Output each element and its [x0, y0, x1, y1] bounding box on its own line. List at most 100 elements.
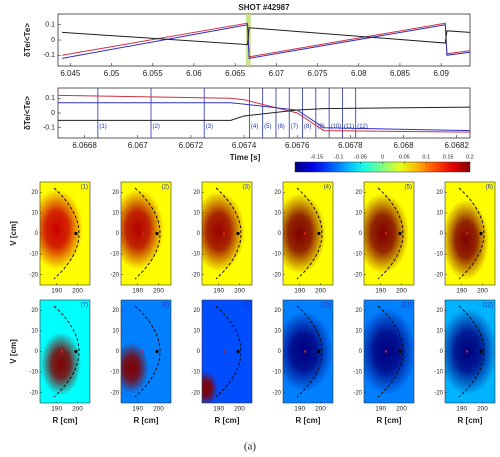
- x-tick-label: 6.045: [60, 69, 81, 78]
- frame-label: (4): [251, 124, 258, 130]
- y-tick-label: -20: [353, 390, 362, 396]
- x-tick-label: 200: [153, 406, 164, 413]
- x-tick-label: 190: [132, 406, 143, 413]
- y-tick-label: 10: [355, 210, 362, 216]
- center-dot: [384, 232, 388, 235]
- x-axis-label: R [cm]: [377, 416, 402, 425]
- colorbar-tick-label: 0.2: [466, 154, 474, 160]
- y-tick-label: 20: [355, 308, 362, 314]
- panel-label: (8): [162, 303, 169, 309]
- center-dot: [303, 232, 307, 235]
- colorbar-tick-label: -0.1: [334, 154, 343, 160]
- y-axis-label: V [cm]: [9, 221, 18, 246]
- frame-label: (5): [264, 124, 271, 130]
- frame-label: (2): [153, 124, 160, 130]
- x-tick-label: 190: [375, 406, 386, 413]
- y-tick-label: -10: [353, 370, 362, 376]
- probe-dot: [479, 231, 483, 236]
- series-line: [57, 94, 471, 133]
- frame-label: (1): [99, 124, 106, 130]
- probe-dot: [479, 349, 483, 354]
- x-tick-label: 6.0678: [338, 141, 363, 150]
- y-tick-label: 20: [274, 308, 281, 314]
- y-tick-label: 0.1: [45, 95, 55, 102]
- x-tick-label: 190: [294, 406, 305, 413]
- y-tick-label: 0: [359, 349, 363, 355]
- y-tick-label: 0: [278, 231, 282, 237]
- x-tick-label: 200: [315, 406, 326, 413]
- x-axis-label: R [cm]: [215, 416, 240, 425]
- y-tick-label: 0: [197, 349, 201, 355]
- x-axis-label: R [cm]: [53, 416, 78, 425]
- y-tick-label: 0: [359, 231, 363, 237]
- x-tick-label: 190: [375, 288, 386, 295]
- panel-label: (11): [402, 303, 412, 309]
- x-tick-label: 200: [315, 288, 326, 295]
- y-tick-label: -0.1: [43, 125, 55, 132]
- y-tick-label: -10: [434, 252, 443, 258]
- y-tick-label: 0: [197, 231, 201, 237]
- series-line: [62, 22, 471, 58]
- x-tick-label: 190: [456, 288, 467, 295]
- x-tick-label: 6.09: [433, 69, 449, 78]
- center-dot: [60, 350, 64, 353]
- y-tick-label: 20: [436, 308, 443, 314]
- y-tick-label: -20: [29, 390, 38, 396]
- y-tick-label: 10: [436, 328, 443, 334]
- y-tick-label: 0: [35, 231, 39, 237]
- x-tick-label: 190: [213, 406, 224, 413]
- colorbar-tick-label: 0.05: [399, 154, 410, 160]
- panel-label: (2): [162, 185, 169, 191]
- y-tick-label: 10: [112, 328, 119, 334]
- y-tick-label: -20: [434, 390, 443, 396]
- y-tick-label: -10: [353, 252, 362, 258]
- y-tick-label: 10: [31, 210, 38, 216]
- y-tick-label: -20: [272, 272, 281, 278]
- frame-label: (11): [344, 124, 354, 130]
- y-tick-label: 10: [436, 210, 443, 216]
- probe-dot: [317, 231, 321, 236]
- frame-label: (12): [357, 124, 368, 130]
- y-axis-label: δTe/<Te>: [23, 23, 32, 57]
- x-tick-label: 200: [72, 406, 83, 413]
- frame-label: (7): [291, 124, 298, 130]
- probe-dot: [398, 349, 402, 354]
- frame-label: (10): [331, 124, 342, 130]
- x-tick-label: 6.067: [128, 141, 149, 150]
- y-tick-label: -10: [29, 252, 38, 258]
- probe-dot: [317, 349, 321, 354]
- center-dot: [465, 232, 469, 235]
- x-tick-label: 6.055: [143, 69, 164, 78]
- center-dot: [222, 350, 226, 353]
- y-tick-label: -20: [110, 390, 119, 396]
- x-tick-label: 190: [294, 288, 305, 295]
- y-tick-label: 10: [31, 328, 38, 334]
- colorbar-tick-label: -0.15: [311, 154, 324, 160]
- y-tick-label: -10: [191, 252, 200, 258]
- center-dot: [141, 350, 145, 353]
- probe-dot: [74, 231, 78, 236]
- y-axis-label: V [cm]: [9, 339, 18, 364]
- y-tick-label: 20: [193, 308, 200, 314]
- blob: [121, 342, 149, 394]
- y-tick-label: 20: [112, 190, 119, 196]
- y-tick-label: 20: [31, 308, 38, 314]
- probe-dot: [74, 349, 78, 354]
- y-tick-label: -20: [29, 272, 38, 278]
- center-dot: [303, 350, 307, 353]
- blob: [202, 191, 245, 272]
- x-tick-label: 190: [51, 406, 62, 413]
- x-tick-label: 6.0674: [232, 141, 257, 150]
- x-tick-label: 190: [51, 288, 62, 295]
- series-line: [62, 27, 471, 46]
- y-tick-label: 20: [355, 190, 362, 196]
- x-tick-label: 6.08: [351, 69, 367, 78]
- y-tick-label: 0.1: [45, 22, 55, 29]
- center-dot: [384, 350, 388, 353]
- colorbar-tick-label: -0.05: [354, 154, 367, 160]
- blob: [121, 189, 164, 270]
- x-tick-label: 6.0682: [444, 141, 469, 150]
- colorbar-tick-label: 0.1: [422, 154, 430, 160]
- frame-label: (3): [206, 124, 213, 130]
- y-tick-label: 0: [440, 349, 444, 355]
